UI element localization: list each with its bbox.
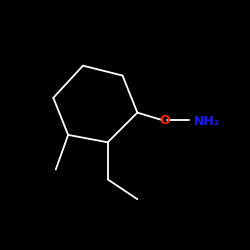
Text: O: O — [160, 114, 170, 126]
Text: NH₂: NH₂ — [194, 115, 220, 128]
